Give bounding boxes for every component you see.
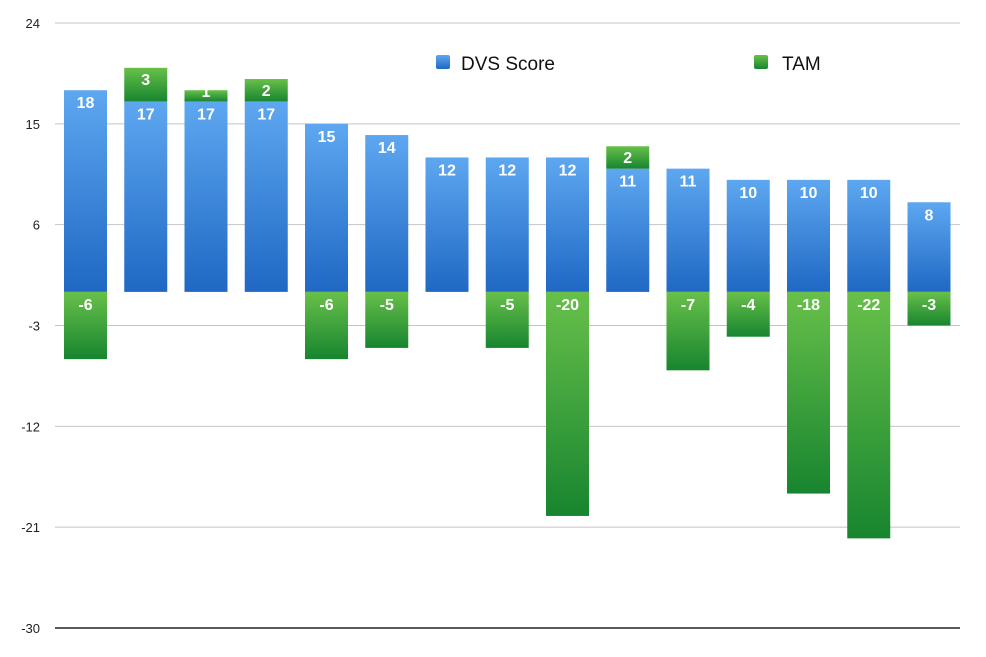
dvs-score-bar-label: 10 [739, 185, 757, 202]
dvs-score-bar-label: 17 [257, 106, 275, 123]
y-tick-label: 6 [33, 218, 40, 233]
tam-negative-bar [64, 291, 107, 360]
dvs-score-bar [64, 90, 107, 292]
tam-negative-bar-label: -4 [741, 297, 755, 314]
tam-negative-bar [365, 291, 409, 348]
dvs-score-bar-label: 17 [197, 106, 215, 123]
tam-positive-bar [184, 90, 228, 102]
dvs-score-bar-label: 10 [800, 185, 818, 202]
tam-positive-bar-label: 1 [202, 84, 211, 101]
dvs-score-bar-label: 8 [925, 207, 934, 224]
dvs-score-bar [244, 101, 288, 292]
dvs-score-bar-label: 12 [559, 162, 577, 179]
dvs-score-bar [184, 101, 228, 292]
tam-positive-bar-label: 2 [623, 150, 632, 167]
dvs-score-bar [726, 179, 770, 292]
dvs-score-bar [124, 101, 168, 292]
dvs-score-bar-label: 14 [378, 140, 396, 157]
y-tick-label: -3 [28, 319, 40, 334]
tam-negative-bar-label: -6 [78, 297, 92, 314]
dvs-score-bar [606, 168, 650, 292]
tam-negative-bar [787, 291, 830, 494]
dvs-score-bar-label: 12 [438, 162, 456, 179]
dvs-score-bar [666, 168, 710, 292]
dvs-score-bar [907, 202, 951, 292]
legend-label-tam: TAM [782, 54, 821, 75]
tam-negative-bar [666, 291, 710, 371]
tam-negative-bar-label: -22 [857, 297, 880, 314]
dvs-score-bar [485, 157, 529, 292]
tam-negative-bar-label: -5 [380, 297, 394, 314]
dvs-score-bar-label: 15 [318, 129, 336, 146]
dvs-score-bar [305, 123, 348, 292]
bars [64, 67, 951, 539]
dvs-score-bar-label: 18 [77, 95, 95, 112]
tam-negative-bar [305, 291, 348, 360]
dvs-score-bar-label: 17 [137, 106, 155, 123]
data-labels: 18 -6 17 3 17 1 17 2 15 -6 14 -5 12 12 -5 12 -20 11 2 11 -7 1… [77, 72, 937, 314]
y-tick-label: 24 [26, 16, 40, 31]
tam-negative-bar [485, 291, 529, 348]
dvs-score-bar-label: 10 [860, 185, 878, 202]
legend-swatch-dvs-score [436, 55, 450, 69]
tam-negative-bar-label: -20 [556, 297, 579, 314]
tam-positive-bar [124, 67, 168, 102]
y-tick-label: 15 [26, 117, 40, 132]
y-axis: 24 15 6 -3 -12 -21 -30 [21, 16, 40, 636]
dvs-score-bar [365, 135, 409, 292]
tam-positive-bar-label: 2 [262, 83, 271, 100]
dvs-score-bar [847, 179, 891, 292]
dvs-score-bar-label: 11 [680, 174, 697, 191]
legend-swatch-tam [754, 55, 768, 69]
dvs-score-bar [787, 179, 830, 292]
y-tick-label: -30 [21, 621, 40, 636]
tam-negative-bar-label: -7 [681, 297, 695, 314]
tam-negative-bar-label: -3 [922, 297, 936, 314]
dvs-score-bar [425, 157, 469, 292]
tam-positive-bar-label: 3 [141, 72, 150, 89]
dvs-score-bar-label: 12 [498, 162, 516, 179]
tam-positive-bar [244, 79, 288, 102]
legend-label-dvs-score: DVS Score [461, 54, 555, 75]
tam-negative-bar-label: -5 [500, 297, 514, 314]
tam-negative-bar [726, 291, 770, 337]
y-tick-label: -21 [21, 520, 40, 535]
dvs-score-bar-label: 11 [619, 174, 636, 191]
tam-negative-bar-label: -6 [319, 297, 333, 314]
tam-negative-bar-label: -18 [797, 297, 820, 314]
y-tick-label: -12 [21, 419, 40, 434]
tam-positive-bar [606, 146, 650, 169]
dvs-score-bar [546, 157, 589, 292]
tam-negative-bar [907, 291, 951, 326]
legend: DVS Score TAM [436, 54, 821, 75]
tam-negative-bar [847, 291, 891, 539]
tam-negative-bar [546, 291, 589, 516]
